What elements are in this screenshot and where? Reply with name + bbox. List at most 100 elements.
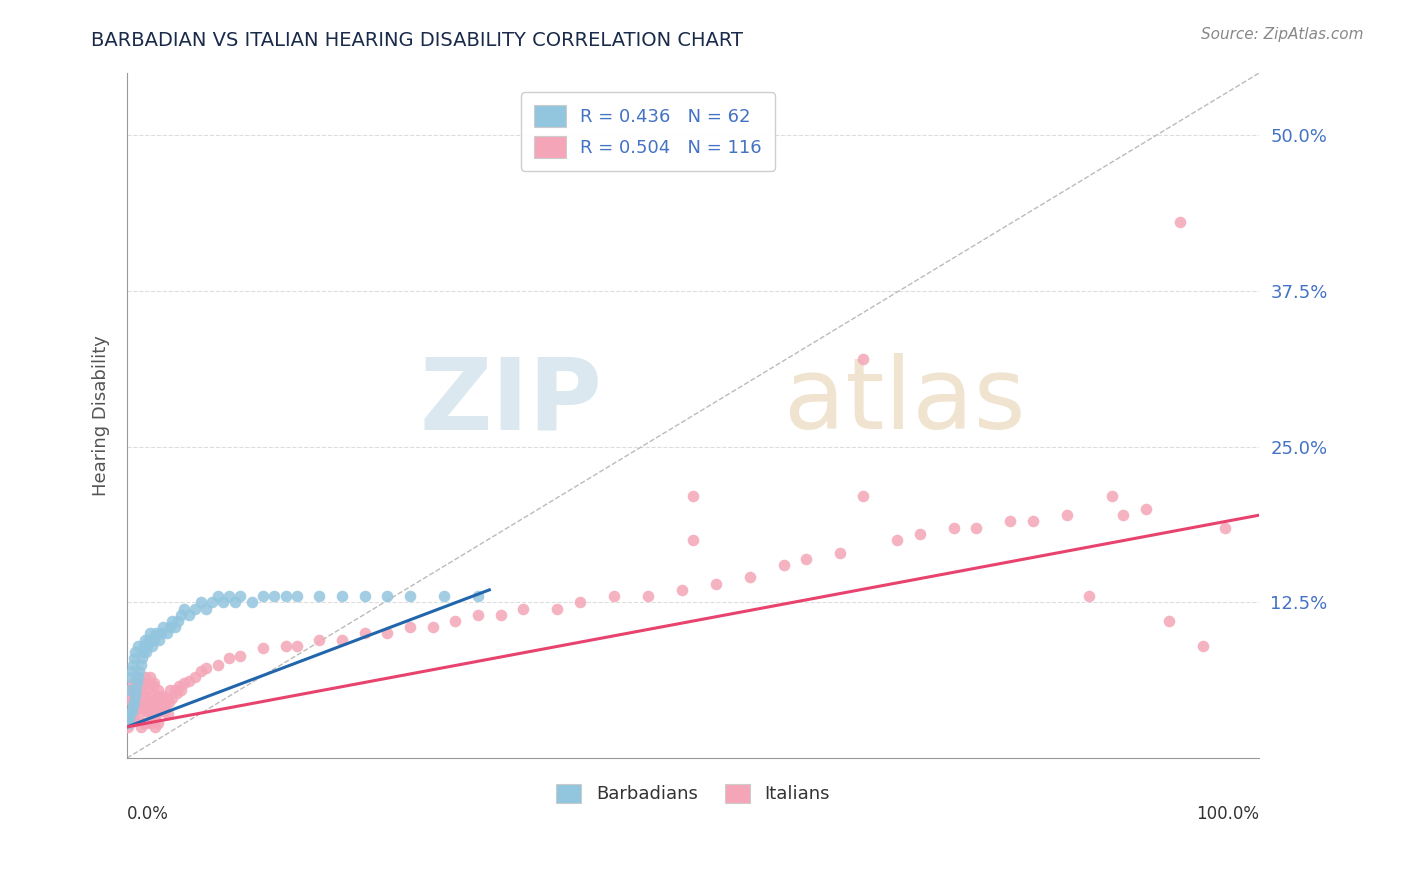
Point [796, 551, 818, 566]
Point [145, 691, 167, 706]
Point [263, 589, 285, 603]
Point [121, 657, 143, 672]
Point [138, 676, 160, 690]
Point [166, 686, 188, 700]
Point [1078, 589, 1101, 603]
Point [1213, 520, 1236, 534]
Point [138, 626, 160, 640]
Point [155, 698, 177, 713]
Point [129, 657, 152, 672]
Point [153, 704, 176, 718]
Point [1168, 215, 1191, 229]
Text: Source: ZipAtlas.com: Source: ZipAtlas.com [1201, 27, 1364, 42]
Point [195, 601, 218, 615]
Point [134, 689, 156, 703]
Point [830, 545, 852, 559]
Point [159, 682, 181, 697]
Point [229, 589, 252, 603]
Point [143, 720, 166, 734]
Point [127, 639, 149, 653]
Point [139, 698, 162, 713]
Point [170, 607, 193, 622]
Point [148, 632, 170, 647]
Point [121, 704, 143, 718]
Point [218, 651, 240, 665]
Point [184, 601, 207, 615]
Text: BARBADIAN VS ITALIAN HEARING DISABILITY CORRELATION CHART: BARBADIAN VS ITALIAN HEARING DISABILITY … [91, 31, 744, 50]
Point [145, 626, 167, 640]
Point [148, 689, 170, 703]
Point [150, 698, 173, 713]
Point [135, 716, 157, 731]
Point [207, 589, 229, 603]
Point [135, 645, 157, 659]
Point [125, 695, 148, 709]
Point [118, 682, 141, 697]
Point [190, 595, 212, 609]
Point [129, 720, 152, 734]
Point [138, 632, 160, 647]
Point [128, 695, 150, 709]
Point [131, 682, 153, 697]
Point [138, 704, 160, 718]
Point [142, 679, 165, 693]
Point [512, 601, 534, 615]
Point [131, 695, 153, 709]
Point [942, 520, 965, 534]
Point [173, 601, 195, 615]
Point [125, 682, 148, 697]
Point [143, 676, 166, 690]
Point [274, 589, 297, 603]
Point [143, 701, 166, 715]
Point [159, 620, 181, 634]
Point [132, 701, 155, 715]
Point [127, 670, 149, 684]
Point [489, 607, 512, 622]
Point [122, 704, 145, 718]
Point [637, 589, 659, 603]
Point [1135, 502, 1157, 516]
Point [682, 490, 704, 504]
Point [965, 520, 987, 534]
Point [274, 639, 297, 653]
Point [285, 639, 308, 653]
Point [156, 626, 179, 640]
Text: ZIP: ZIP [419, 353, 603, 450]
Point [212, 595, 235, 609]
Point [229, 648, 252, 663]
Point [467, 589, 489, 603]
Point [377, 589, 399, 603]
Point [330, 632, 353, 647]
Point [132, 698, 155, 712]
Point [224, 595, 246, 609]
Point [121, 676, 143, 690]
Point [139, 716, 162, 731]
Point [129, 689, 152, 703]
Point [444, 614, 467, 628]
Point [132, 639, 155, 653]
Point [240, 595, 263, 609]
Point [135, 704, 157, 718]
Point [134, 670, 156, 684]
Point [127, 676, 149, 690]
Point [156, 691, 179, 706]
Point [136, 698, 159, 713]
Point [149, 695, 172, 709]
Point [353, 589, 375, 603]
Point [124, 689, 146, 703]
Y-axis label: Hearing Disability: Hearing Disability [93, 335, 110, 496]
Point [122, 651, 145, 665]
Point [179, 607, 201, 622]
Point [852, 352, 875, 367]
Point [1157, 614, 1180, 628]
Point [704, 576, 727, 591]
Point [132, 645, 155, 659]
Point [121, 695, 143, 709]
Point [143, 711, 166, 725]
Point [121, 664, 143, 678]
Point [399, 620, 422, 634]
Point [546, 601, 568, 615]
Point [422, 620, 444, 634]
Point [141, 689, 163, 703]
Point [132, 676, 155, 690]
